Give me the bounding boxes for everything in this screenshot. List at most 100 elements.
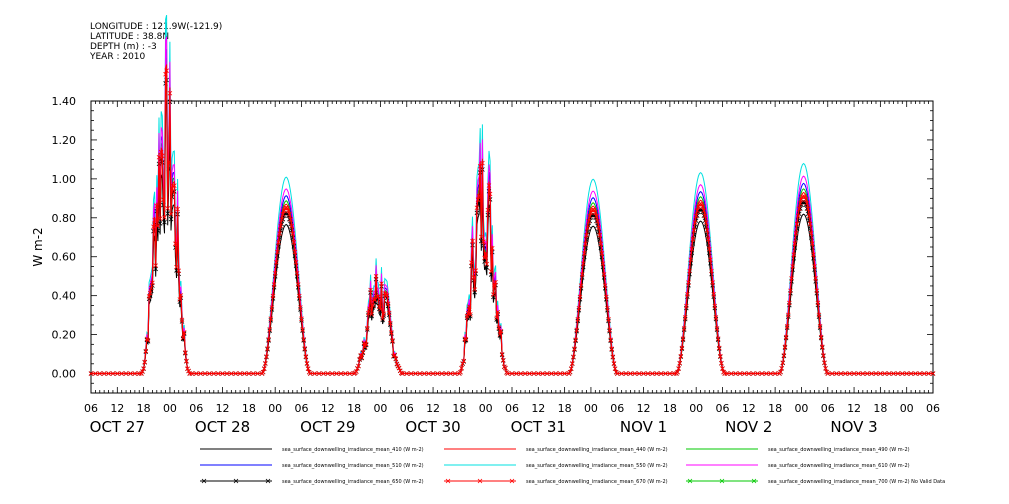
series-marker bbox=[202, 371, 208, 376]
y-axis-label: W m-2 bbox=[31, 227, 45, 266]
series-marker bbox=[143, 348, 149, 354]
series-marker bbox=[595, 218, 600, 224]
series-marker bbox=[465, 311, 471, 316]
series-marker bbox=[724, 371, 730, 376]
series-marker bbox=[295, 282, 301, 287]
series-marker bbox=[198, 371, 203, 376]
series-marker bbox=[705, 237, 711, 242]
series-marker bbox=[491, 292, 496, 297]
series-marker bbox=[237, 371, 243, 376]
series-marker bbox=[370, 303, 376, 308]
series-marker bbox=[167, 90, 173, 96]
series-marker bbox=[704, 228, 710, 233]
legend-item: sea_surface_downwelling_irradiance_mean_… bbox=[200, 447, 424, 453]
series-marker bbox=[611, 361, 617, 366]
series-marker bbox=[608, 337, 613, 343]
x-tick-label: 18 bbox=[768, 402, 782, 415]
series-marker bbox=[790, 264, 795, 269]
series-marker bbox=[93, 371, 98, 376]
series-marker bbox=[540, 371, 545, 376]
series-marker bbox=[684, 303, 689, 309]
series-marker bbox=[174, 264, 179, 270]
series-marker bbox=[369, 311, 374, 317]
series-marker bbox=[294, 270, 300, 276]
legend: sea_surface_downwelling_irradiance_mean_… bbox=[200, 447, 945, 485]
day-label: NOV 3 bbox=[830, 418, 877, 436]
series-marker bbox=[460, 361, 465, 366]
series-marker bbox=[400, 371, 405, 376]
series-marker bbox=[600, 261, 606, 266]
y-tick-label: 0.00 bbox=[52, 368, 77, 381]
series-marker bbox=[788, 288, 793, 294]
legend-marker bbox=[477, 478, 483, 484]
series-marker bbox=[211, 371, 217, 376]
series-marker bbox=[184, 358, 189, 364]
series-marker bbox=[172, 183, 177, 188]
depth-label: DEPTH (m) : -3 bbox=[90, 42, 157, 52]
series-marker bbox=[869, 371, 874, 376]
series-marker bbox=[576, 305, 582, 311]
series-marker bbox=[397, 368, 403, 374]
series-marker bbox=[263, 361, 268, 366]
y-tick-label: 1.00 bbox=[52, 173, 77, 186]
series-marker bbox=[380, 317, 385, 323]
series-marker bbox=[170, 183, 176, 189]
series-marker bbox=[821, 353, 826, 358]
series-marker bbox=[169, 189, 175, 194]
series-marker bbox=[682, 315, 688, 320]
series-marker bbox=[755, 371, 760, 376]
series-marker bbox=[692, 220, 698, 225]
series-marker bbox=[260, 369, 266, 375]
series-marker bbox=[488, 269, 494, 274]
series-marker bbox=[356, 363, 361, 369]
series-marker bbox=[811, 252, 816, 257]
series-marker bbox=[157, 216, 163, 221]
series-marker bbox=[522, 371, 528, 376]
series-marker bbox=[691, 228, 697, 233]
series-marker bbox=[149, 285, 154, 291]
latitude-label: LATITUDE : 38.8N bbox=[90, 32, 170, 42]
series-marker bbox=[690, 237, 696, 242]
chart-header: LONGITUDE : 121.9W(-121.9) LATITUDE : 38… bbox=[90, 22, 222, 62]
series-marker bbox=[610, 354, 616, 360]
x-tick-label: 00 bbox=[373, 402, 387, 415]
series-marker bbox=[586, 218, 592, 224]
y-tick-label: 0.80 bbox=[52, 212, 77, 225]
series-marker bbox=[799, 197, 804, 202]
series-marker bbox=[147, 290, 153, 296]
series-marker bbox=[396, 365, 402, 371]
series-marker bbox=[677, 360, 683, 366]
series-marker bbox=[378, 307, 383, 312]
series-marker bbox=[485, 207, 491, 213]
series-marker bbox=[568, 366, 574, 371]
series-marker bbox=[582, 251, 587, 256]
legend-item: sea_surface_downwelling_irradiance_mean_… bbox=[444, 447, 668, 453]
series-marker bbox=[176, 268, 181, 274]
series-marker bbox=[496, 325, 502, 330]
series-marker bbox=[676, 366, 681, 371]
series-marker bbox=[641, 371, 646, 376]
series-marker bbox=[461, 358, 467, 364]
series-marker bbox=[557, 371, 563, 376]
series-marker bbox=[873, 371, 879, 376]
legend-marker bbox=[509, 478, 515, 484]
series-marker bbox=[601, 272, 607, 277]
series-marker bbox=[803, 197, 809, 202]
series-marker bbox=[389, 330, 394, 335]
series-marker bbox=[575, 317, 581, 322]
series-marker bbox=[106, 371, 111, 376]
series-marker bbox=[882, 371, 888, 376]
series-marker bbox=[165, 211, 171, 216]
y-tick-label: 1.40 bbox=[52, 95, 77, 108]
series-marker bbox=[484, 265, 490, 270]
series-marker bbox=[746, 371, 752, 376]
series-marker bbox=[913, 371, 918, 376]
series-marker bbox=[136, 371, 142, 376]
series-marker bbox=[408, 371, 414, 376]
series-marker bbox=[358, 353, 363, 358]
series-marker bbox=[233, 371, 239, 376]
series-marker bbox=[413, 371, 418, 376]
series-marker bbox=[822, 360, 827, 365]
series-marker bbox=[891, 371, 896, 376]
series-marker bbox=[404, 371, 410, 376]
